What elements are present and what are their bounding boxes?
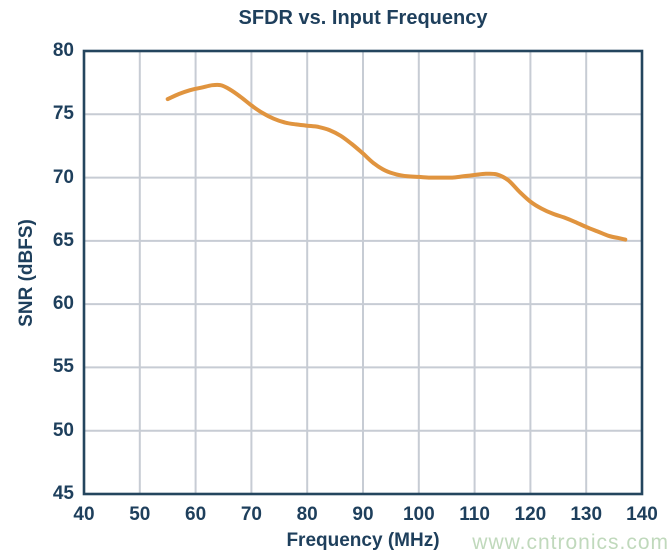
y-tick-label: 75	[52, 103, 74, 125]
x-tick-label: 50	[129, 504, 151, 525]
x-tick-label: 80	[296, 504, 318, 525]
x-tick-label: 70	[240, 504, 262, 525]
y-tick-label: 80	[52, 40, 74, 61]
x-tick-label: 140	[626, 504, 658, 525]
x-tick-label: 60	[185, 504, 207, 525]
x-tick-label: 90	[352, 504, 374, 525]
x-tick-label: 110	[459, 504, 490, 525]
y-tick-label: 65	[52, 229, 74, 251]
chart-title: SFDR vs. Input Frequency	[238, 7, 488, 29]
y-tick-label: 45	[52, 483, 74, 504]
y-tick-label: 55	[52, 356, 74, 378]
x-tick-label: 100	[402, 504, 435, 525]
watermark: www.cntronics.com	[472, 531, 669, 554]
x-tick-label: 130	[570, 504, 603, 525]
y-tick-label: 50	[52, 419, 74, 441]
y-axis-label: SNR (dBFS)	[16, 219, 37, 327]
plot-border	[82, 49, 644, 496]
x-tick-label: 40	[73, 504, 95, 525]
y-tick-label: 70	[52, 166, 74, 188]
x-axis-label: Frequency (MHz)	[286, 530, 440, 551]
x-tick-label: 120	[514, 504, 547, 525]
y-tick-label: 60	[52, 293, 74, 315]
sfdr-curve	[165, 82, 628, 242]
